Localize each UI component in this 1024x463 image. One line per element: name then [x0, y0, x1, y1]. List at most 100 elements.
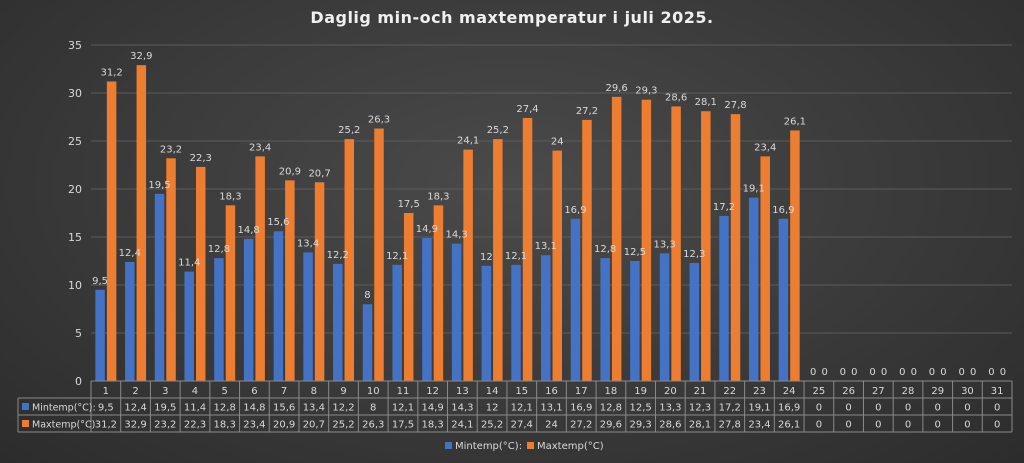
data-label: 0	[940, 367, 946, 378]
table-cell: 29,3	[629, 420, 651, 431]
bar-min	[214, 258, 224, 381]
x-tick-label: 6	[251, 386, 257, 397]
bar-max	[790, 130, 800, 381]
data-label: 13,4	[297, 238, 319, 249]
table-cell: 0	[935, 403, 941, 414]
data-label: 0	[821, 367, 827, 378]
bar-max	[195, 166, 206, 381]
table-cell: 13,1	[540, 403, 562, 414]
table-row-header: Mintemp(°C):	[32, 403, 96, 414]
table-legend-key	[22, 420, 29, 427]
x-tick-label: 10	[367, 386, 380, 397]
bar-max	[493, 139, 503, 381]
x-tick-label: 25	[813, 386, 826, 397]
data-label: 16,9	[772, 205, 794, 216]
data-label: 0	[881, 367, 887, 378]
y-axis: 0 5 10 15 20 25 30 35	[68, 39, 82, 388]
table-cell: 9,5	[98, 403, 114, 414]
gridlines	[91, 44, 1012, 334]
table-cell: 12,4	[124, 403, 146, 414]
data-label: 12,2	[327, 250, 349, 261]
y-tick-label: 0	[75, 375, 82, 388]
data-label: 26,1	[784, 116, 806, 127]
table-cell: 18,3	[214, 420, 236, 431]
data-label: 0	[1000, 367, 1006, 378]
table-cell: 8	[370, 403, 376, 414]
bar-min	[95, 289, 105, 381]
table-cell: 12	[486, 403, 499, 414]
y-tick-label: 10	[68, 279, 82, 292]
data-label: 20,9	[279, 166, 301, 177]
table-cell: 23,2	[154, 420, 176, 431]
data-label: 23,4	[249, 142, 271, 153]
table-cell: 23,4	[748, 420, 770, 431]
data-label: 31,2	[100, 67, 122, 78]
x-tick-label: 5	[222, 386, 228, 397]
legend-label: Maxtemp(°C)	[537, 441, 604, 452]
table-cell: 27,8	[719, 420, 741, 431]
table-cell: 12,2	[332, 403, 354, 414]
data-label: 0	[899, 367, 905, 378]
table-cell: 13,4	[303, 403, 325, 414]
x-tick-label: 3	[162, 386, 168, 397]
data-label: 0	[970, 367, 976, 378]
x-tick-label: 22	[723, 386, 736, 397]
chart-title: Daglig min-och maxtemperatur i juli 2025…	[310, 8, 714, 27]
data-label: 0	[958, 367, 964, 378]
bar-min	[600, 258, 610, 381]
data-label: 14,9	[416, 224, 438, 235]
table-cell: 26,3	[362, 420, 384, 431]
bar-max	[225, 205, 236, 381]
table-cell: 17,2	[719, 403, 741, 414]
bar-min	[630, 261, 640, 381]
x-tick-label: 17	[575, 386, 588, 397]
data-label: 28,6	[665, 92, 687, 103]
table-cell: 14,8	[243, 403, 265, 414]
data-label: 12,1	[505, 251, 527, 262]
data-table: 1 2 3 4 5 6 7 8 9 10 11 12 13 14 15 16 17 18 19 20 21 22 23 24 2…	[17, 380, 1013, 433]
bar-max	[255, 156, 265, 381]
data-label: 22,3	[190, 153, 212, 164]
x-tick-label: 30	[961, 386, 974, 397]
table-legend-key	[22, 403, 29, 410]
table-cell: 0	[845, 420, 851, 431]
data-label: 8	[364, 290, 370, 301]
data-label: 0	[851, 367, 857, 378]
bar-max	[344, 139, 355, 381]
data-label: 24	[551, 137, 564, 148]
bar-max	[611, 96, 622, 381]
data-label: 28,1	[695, 97, 717, 108]
data-label: 18,3	[427, 191, 449, 202]
table-cell: 0	[994, 420, 1000, 431]
data-label: 17,2	[713, 202, 735, 213]
bar-max	[285, 180, 295, 381]
data-label: 12,8	[208, 244, 230, 255]
bar-max	[701, 111, 711, 382]
table-cell: 25,2	[332, 420, 354, 431]
table-cell: 0	[994, 403, 1000, 414]
bar-min	[303, 252, 313, 381]
table-cell: 12,8	[214, 403, 236, 414]
table-cell: 12,8	[600, 403, 622, 414]
table-cell: 0	[816, 403, 822, 414]
table-cell: 12,5	[629, 403, 651, 414]
data-label: 0	[988, 367, 994, 378]
x-tick-label: 12	[426, 386, 439, 397]
table-cell: 0	[875, 403, 881, 414]
data-label: 20,7	[308, 168, 330, 179]
x-tick-label: 29	[931, 386, 944, 397]
table-cell: 0	[905, 403, 911, 414]
x-tick-label: 14	[486, 386, 499, 397]
bar-min	[243, 238, 254, 381]
data-label: 18,3	[219, 191, 241, 202]
bar-max	[671, 106, 681, 381]
bar-min	[541, 255, 551, 381]
data-label: 13,3	[653, 239, 675, 250]
x-tick-label: 9	[340, 386, 346, 397]
table-cell: 32,9	[124, 420, 146, 431]
bar-max	[166, 158, 176, 381]
table-cell: 18,3	[422, 420, 444, 431]
table-cell: 16,9	[570, 403, 592, 414]
x-tick-label: 7	[281, 386, 287, 397]
